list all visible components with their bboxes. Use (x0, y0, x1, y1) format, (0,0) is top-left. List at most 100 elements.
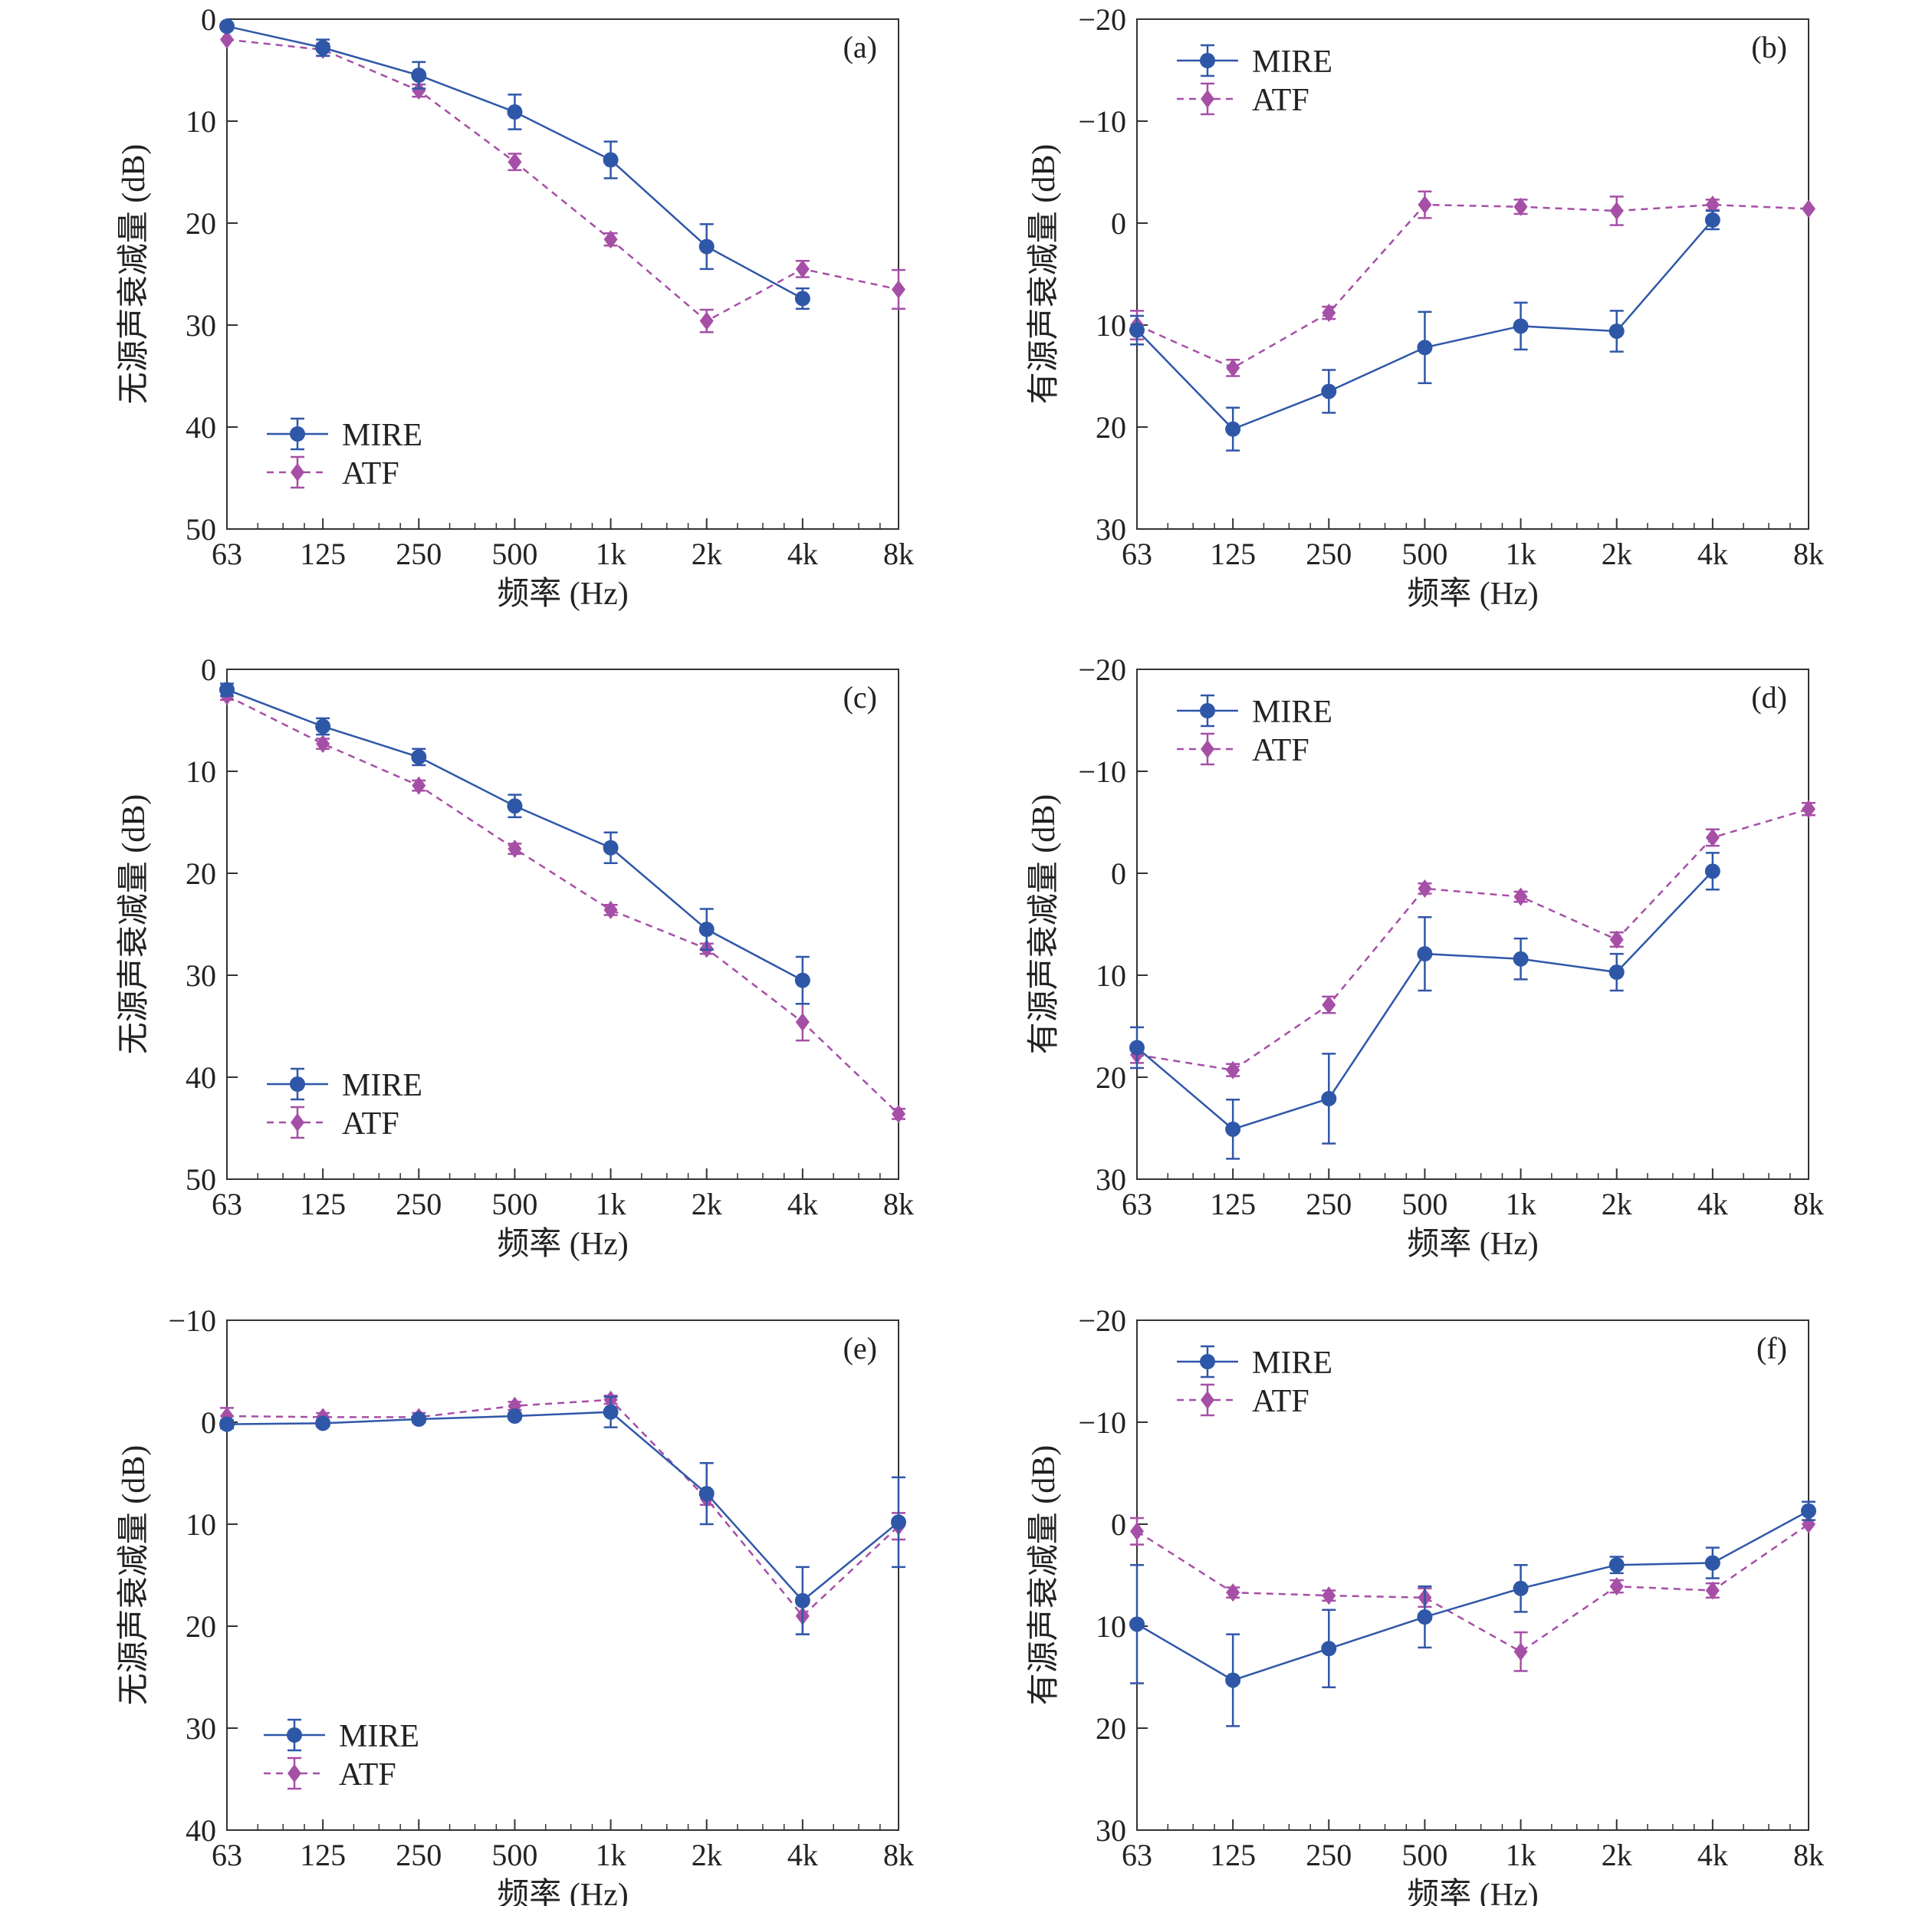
data-point (1129, 1616, 1145, 1632)
data-point (794, 972, 810, 988)
data-point (220, 30, 234, 49)
chart-panel-a: 63 125 250 500 1k 2k 4k 8k 0 10 20 30 40 50 频率 (Hz) 无源声… (117, 2, 914, 612)
data-point (1322, 995, 1336, 1014)
data-point (1513, 318, 1529, 334)
x-tick-label: 63 (1122, 537, 1152, 571)
legend-item-atf: ATF (267, 1106, 399, 1142)
data-point (219, 682, 235, 698)
y-tick-label: 0 (201, 652, 216, 687)
series-line (1136, 203, 1809, 370)
x-tick-label: 63 (212, 1187, 242, 1221)
x-tick-label: 125 (300, 1838, 346, 1872)
y-tick-label: 40 (186, 1060, 216, 1095)
panel-label: (d) (1751, 680, 1787, 715)
data-point (603, 230, 618, 249)
series-line (226, 38, 899, 323)
data-point (507, 798, 523, 814)
legend-label: ATF (1252, 1384, 1309, 1419)
legend-marker (290, 426, 305, 442)
x-tick-label: 1k (596, 1838, 626, 1872)
data-point (1704, 1555, 1720, 1571)
y-tick-label: 40 (186, 1813, 216, 1848)
data-point (1321, 1641, 1337, 1657)
plot-frame (226, 1319, 899, 1831)
y-tick-label: 0 (1111, 206, 1126, 241)
series-line (1136, 1523, 1809, 1653)
legend-label: ATF (339, 1757, 396, 1793)
legend-label: ATF (342, 456, 399, 491)
x-tick-label: 2k (1602, 1838, 1632, 1872)
series-mire (219, 18, 810, 310)
x-tick-label: 250 (396, 1187, 442, 1221)
legend-marker (291, 463, 304, 481)
chart-panel-b: 63 125 250 500 1k 2k 4k 8k −20 −10 0 10 20 30 频率 (Hz) 有… (1027, 2, 1824, 612)
legend-label: MIRE (342, 1068, 422, 1103)
x-tick-label: 8k (883, 1187, 914, 1221)
x-tick-label: 2k (692, 1838, 722, 1872)
data-point (1418, 879, 1432, 898)
legend-item-mire: MIRE (267, 1067, 422, 1103)
x-tick-label: 250 (1306, 1187, 1352, 1221)
legend-marker (288, 1764, 301, 1783)
y-tick-label: 10 (186, 754, 216, 789)
data-point (1705, 196, 1720, 215)
x-tick-label: 125 (1210, 1187, 1256, 1221)
y-tick-label: 0 (1111, 856, 1126, 891)
data-point (1226, 1060, 1240, 1080)
data-point (412, 81, 426, 100)
x-tick-label: 4k (787, 1838, 818, 1872)
data-point (698, 1486, 715, 1502)
data-point (1608, 1557, 1625, 1573)
x-tick-label: 1k (596, 537, 626, 571)
data-point (1704, 212, 1720, 228)
x-tick-label: 1k (1506, 1838, 1536, 1872)
x-tick-label: 500 (1401, 1187, 1447, 1221)
legend-label: ATF (1252, 83, 1309, 118)
x-tick-label: 125 (1210, 1838, 1256, 1872)
x-tick-label: 250 (1306, 537, 1352, 571)
legend-label: ATF (342, 1106, 399, 1142)
data-point (1802, 800, 1815, 819)
x-axis-label: 频率 (Hz) (1407, 576, 1538, 612)
data-point (794, 1592, 810, 1609)
data-point (315, 1415, 331, 1431)
legend-item-atf: ATF (1177, 1383, 1309, 1419)
y-tick-label: −20 (1078, 652, 1126, 687)
x-tick-label: 250 (396, 537, 442, 571)
y-tick-label: 0 (1111, 1507, 1126, 1542)
panel-label: (f) (1756, 1331, 1787, 1365)
x-tick-label: 2k (692, 1187, 722, 1221)
y-tick-label: 10 (1096, 308, 1126, 343)
data-point (1321, 1090, 1337, 1106)
data-point (1705, 828, 1720, 847)
y-tick-label: 20 (186, 206, 216, 241)
x-tick-label: 2k (1602, 1187, 1632, 1221)
x-axis-label: 频率 (Hz) (1407, 1877, 1538, 1906)
y-tick-label: 30 (186, 958, 216, 993)
series-mire (219, 682, 810, 1005)
x-tick-label: 63 (1122, 1838, 1152, 1872)
series-line (226, 695, 899, 1115)
data-point (698, 922, 715, 938)
data-point (315, 40, 331, 56)
data-point (1801, 1503, 1816, 1519)
data-point (891, 1514, 906, 1530)
series-line (226, 1411, 899, 1602)
data-point (1609, 1577, 1624, 1596)
data-point (603, 1404, 619, 1420)
data-point (1802, 199, 1815, 219)
legend-label: MIRE (1252, 695, 1332, 730)
y-tick-label: 30 (1096, 1813, 1126, 1848)
data-point (411, 1411, 427, 1428)
x-tick-label: 8k (883, 1838, 914, 1872)
data-point (1513, 951, 1529, 967)
y-tick-label: −10 (1078, 104, 1126, 139)
data-point (1129, 322, 1145, 338)
legend-marker (290, 1076, 305, 1092)
x-tick-label: 500 (491, 1187, 537, 1221)
